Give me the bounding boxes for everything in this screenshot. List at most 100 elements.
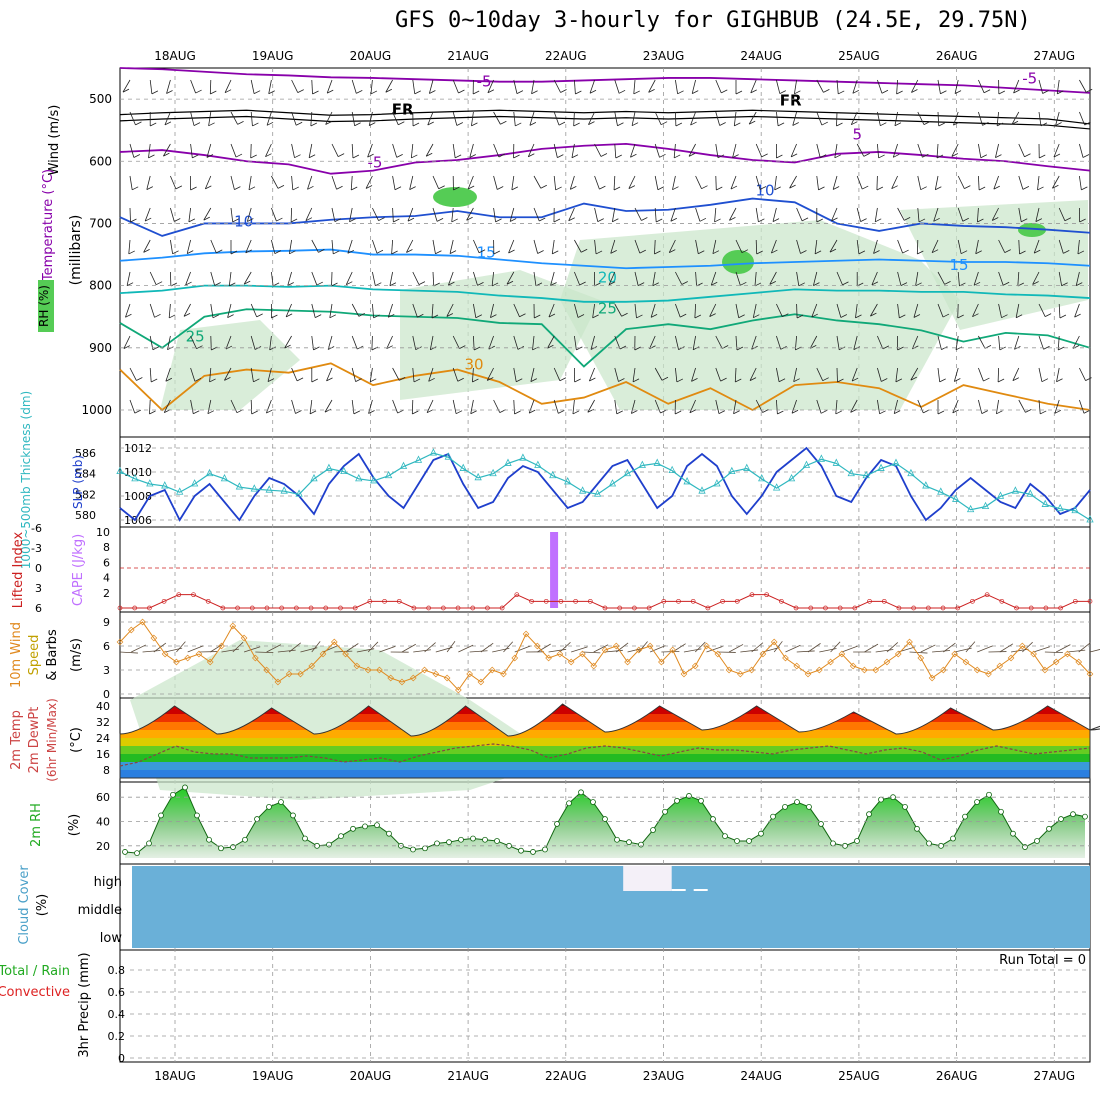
wind-barb-flag xyxy=(938,122,945,127)
wind10-marker xyxy=(545,654,552,662)
wind-barb xyxy=(587,399,595,413)
wind-barb xyxy=(917,143,923,158)
wind-barb-flag xyxy=(1083,409,1091,414)
wind-barb xyxy=(392,111,399,125)
wind-barb-flag xyxy=(268,90,275,95)
wind10-barb xyxy=(796,650,815,653)
wind-barb xyxy=(614,335,621,350)
wind-barb-flag xyxy=(829,248,837,253)
wind-barb xyxy=(790,143,797,158)
rh-high-area xyxy=(722,250,754,274)
wind10-barb xyxy=(909,651,928,654)
pressure-tick-label: 1000 xyxy=(81,403,112,417)
date-label-bottom: 27AUG xyxy=(1034,1069,1076,1083)
thickness-marker xyxy=(668,465,676,474)
wind10-barb xyxy=(210,643,224,653)
wind10-marker xyxy=(725,666,733,674)
wind-barb-flag xyxy=(774,186,781,191)
wind10-marker xyxy=(1052,658,1060,666)
lifted-index-line xyxy=(120,594,1090,609)
wind-barb-flag xyxy=(528,153,535,158)
wind10-marker xyxy=(274,678,282,686)
lifted-index-marker xyxy=(1058,605,1063,611)
wind-barb-flag xyxy=(454,154,462,159)
wind-barb xyxy=(695,239,699,254)
rh2m-marker xyxy=(554,821,560,827)
wind-barb-flag xyxy=(940,90,947,95)
thickness-tick-label: 582 xyxy=(75,488,96,501)
wind-barb xyxy=(210,303,214,318)
wind-barb-flag xyxy=(152,346,160,351)
wind-barb-flag xyxy=(894,410,901,414)
wind-barb-flag xyxy=(413,378,421,383)
wind-barb xyxy=(1015,303,1020,318)
rh2m-marker xyxy=(338,833,344,839)
wind-barb-flag xyxy=(650,314,658,318)
date-label-bottom: 21AUG xyxy=(447,1069,489,1083)
wind-barb-flag xyxy=(681,281,688,285)
wind-barb xyxy=(794,79,797,94)
wind-barb-flag xyxy=(717,154,725,159)
wind-barb-flag xyxy=(900,282,908,286)
panel-cape xyxy=(119,526,1091,613)
wind-barb-flag xyxy=(296,377,304,382)
wind-barb-flag xyxy=(292,186,299,191)
wind10-marker xyxy=(1030,650,1037,658)
wind-barb xyxy=(998,303,1002,318)
wind-barb-flag xyxy=(649,345,656,350)
wind-barb-flag xyxy=(672,186,679,191)
wind-barb-flag xyxy=(753,314,760,319)
wind-barb xyxy=(326,367,333,382)
wind-barb-flag xyxy=(822,377,829,382)
wind-barb-flag xyxy=(692,346,700,351)
wind-barb xyxy=(144,207,151,222)
wind-barb xyxy=(452,399,457,414)
wind10-marker xyxy=(1019,642,1026,650)
wind-barb-flag xyxy=(456,122,464,126)
wind-barb-flag xyxy=(132,186,139,191)
wind10-barb xyxy=(480,642,494,653)
wind-barb xyxy=(391,239,393,254)
wind-barb xyxy=(449,239,454,254)
wind-barb-flag xyxy=(312,90,319,95)
wind10-marker xyxy=(815,666,823,674)
wind-barb xyxy=(493,175,498,190)
wind-barb xyxy=(324,399,333,413)
wind-barb-flag xyxy=(1043,345,1050,350)
wind-barb-flag xyxy=(762,409,769,413)
temp-band xyxy=(120,722,1090,730)
wind-barb xyxy=(493,143,500,158)
wind-barb-flag xyxy=(396,154,403,158)
wind-barb xyxy=(533,271,537,286)
wind-barb-flag xyxy=(842,281,849,286)
temp-outline xyxy=(119,703,1100,779)
wind-barb-flag xyxy=(581,248,588,253)
rh2m-marker xyxy=(566,800,572,807)
wind-barb-flag xyxy=(491,282,499,287)
wind10-marker xyxy=(646,642,654,650)
rh2m-marker xyxy=(770,813,776,820)
wind-barb-flag xyxy=(780,345,787,350)
wind10-barb xyxy=(503,641,514,653)
wind-barb-flag xyxy=(1019,250,1026,255)
wind10-marker xyxy=(229,622,237,630)
wind10-barb xyxy=(830,641,841,653)
wind-barb xyxy=(469,143,474,158)
lifted-index-marker xyxy=(573,598,578,604)
wind-barb-flag xyxy=(1012,377,1020,382)
wind-barb-flag xyxy=(397,409,404,414)
wind-barb xyxy=(285,303,292,318)
wind-barb xyxy=(998,335,1001,350)
wind-barb-flag xyxy=(284,344,291,349)
isotherm-label: 25 xyxy=(186,328,205,346)
rh-shading xyxy=(400,270,600,400)
thickness-marker xyxy=(325,463,333,471)
thickness-marker xyxy=(862,470,870,479)
wind-barb-flag xyxy=(346,281,353,286)
wind-barb xyxy=(129,111,136,126)
wind-barb xyxy=(937,303,944,318)
wind-barb-flag xyxy=(412,122,420,127)
wind-barb-flag xyxy=(641,217,648,221)
wind-barb-flag xyxy=(195,89,202,94)
wind-barb-flag xyxy=(621,312,628,317)
